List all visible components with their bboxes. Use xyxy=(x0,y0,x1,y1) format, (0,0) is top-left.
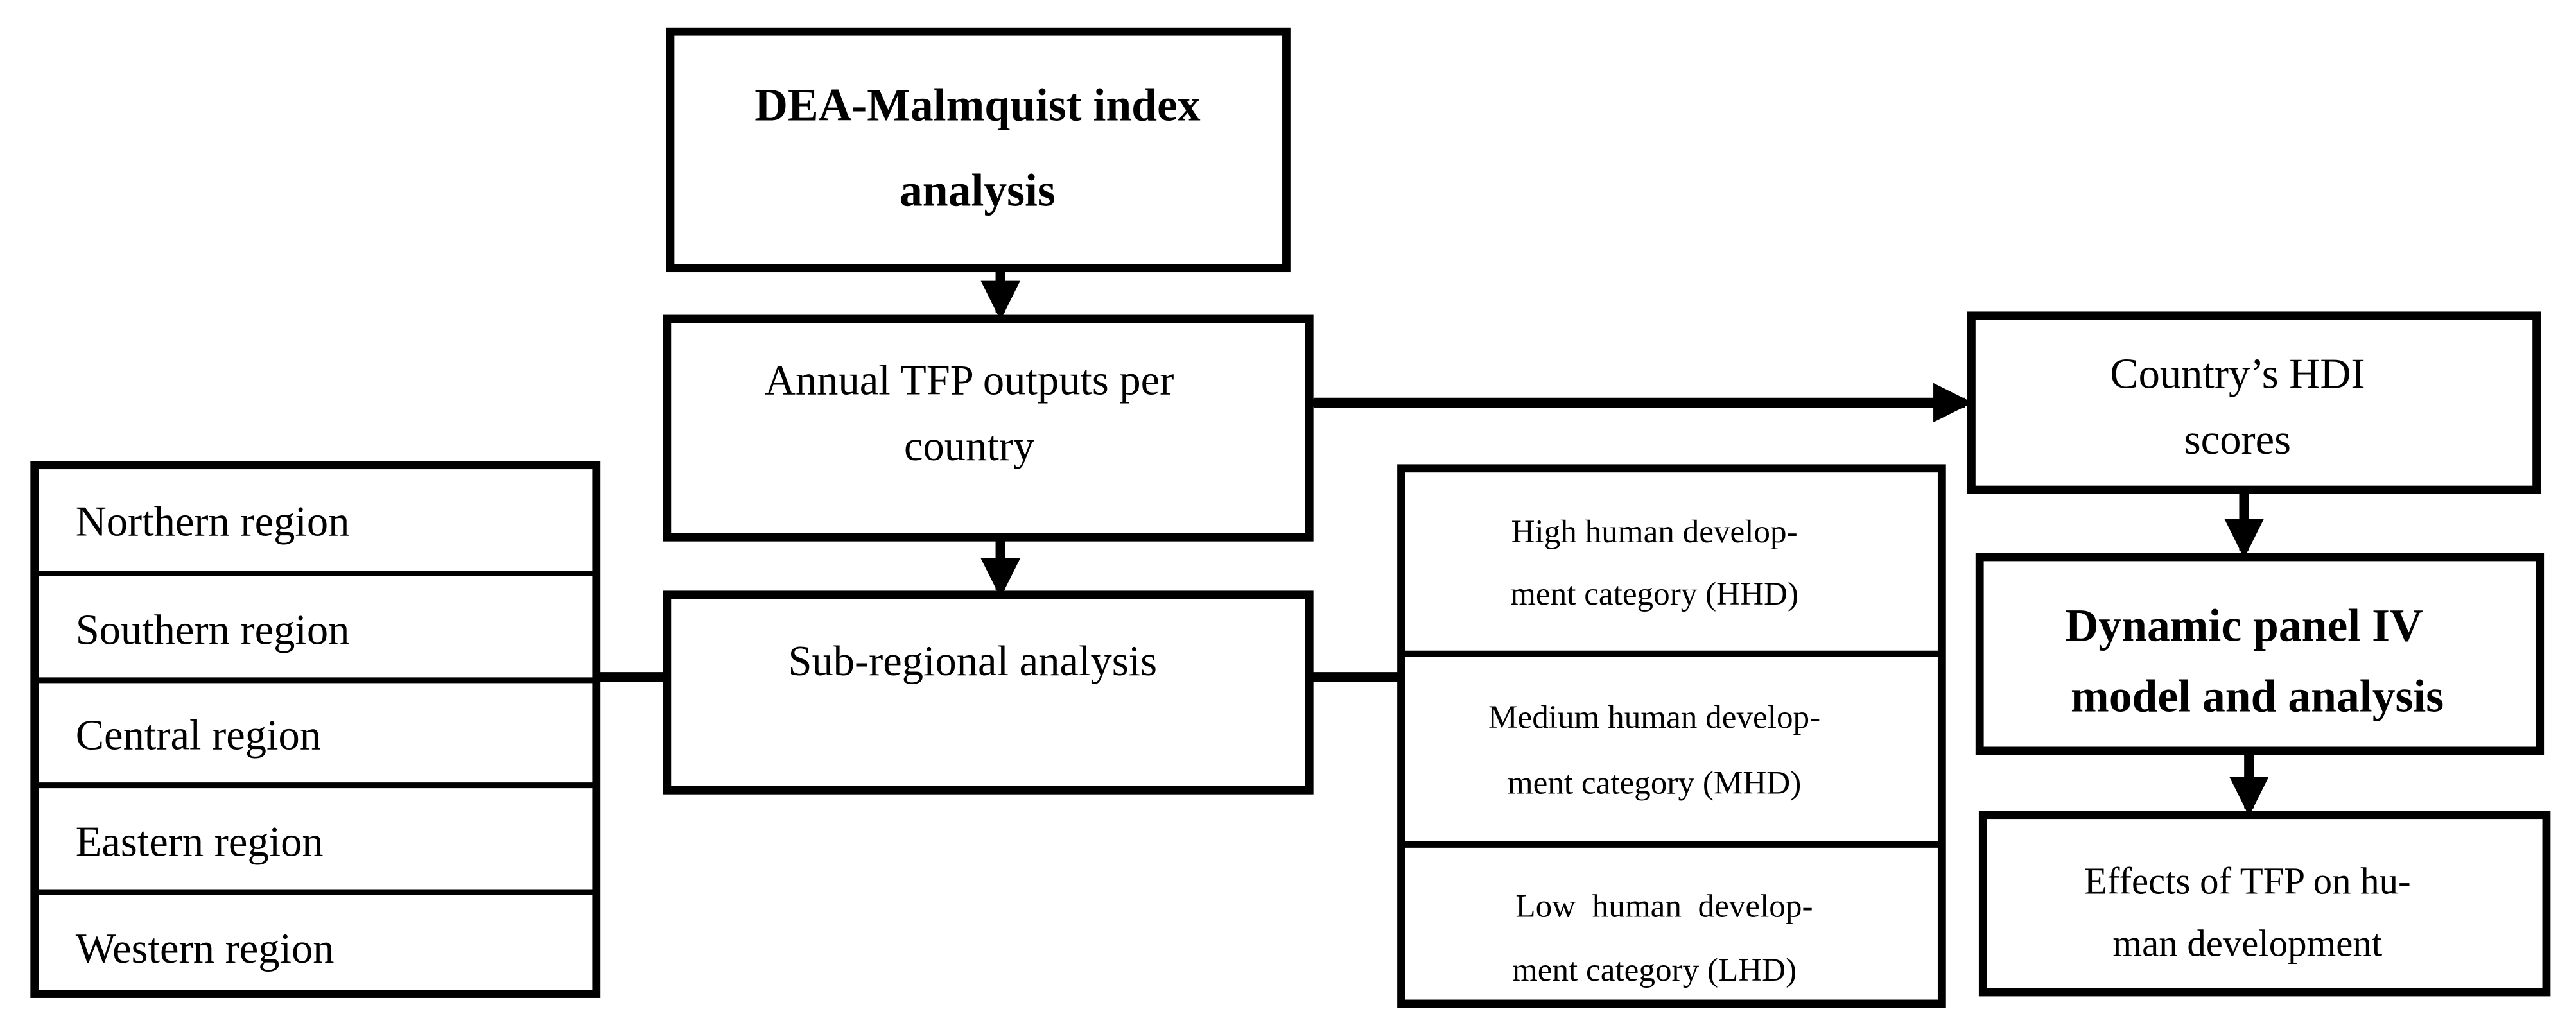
node-label: Sub-regional analysis xyxy=(788,638,1157,685)
region-item: Eastern region xyxy=(76,819,324,866)
node-subregional-analysis: Sub-regional analysis xyxy=(663,590,1314,795)
node-label: scores xyxy=(2184,417,2291,463)
category-label: Medium human develop- xyxy=(1488,699,1820,735)
category-label: Low human develop- xyxy=(1515,888,1813,924)
regions-list: Northern region Southern region Central … xyxy=(30,461,601,998)
category-label: ment category (LHD) xyxy=(1512,952,1797,988)
node-label: analysis xyxy=(900,165,1056,216)
node-dea-malmquist: DEA-Malmquist index analysis xyxy=(666,27,1291,273)
category-label: High human develop- xyxy=(1511,513,1798,550)
node-label: DEA-Malmquist index xyxy=(754,80,1201,130)
node-country-hdi: Country’s HDI scores xyxy=(1967,311,2541,494)
node-label: man development xyxy=(2112,923,2382,965)
node-effects: Effects of TFP on hu- man development xyxy=(1978,811,2551,997)
node-label: Dynamic panel IV xyxy=(2066,600,2423,651)
node-label: Annual TFP outputs per xyxy=(765,357,1174,404)
hdi-categories-list: High human develop- ment category (HHD) … xyxy=(1397,464,1946,1008)
region-item: Northern region xyxy=(76,499,350,546)
region-item: Western region xyxy=(76,925,335,972)
category-label: ment category (MHD) xyxy=(1508,764,1801,801)
node-label: country xyxy=(904,423,1034,470)
node-dynamic-panel: Dynamic panel IV model and analysis xyxy=(1975,553,2545,755)
node-label: model and analysis xyxy=(2071,671,2444,721)
node-annual-tfp: Annual TFP outputs per country xyxy=(663,314,1314,542)
region-item: Southern region xyxy=(76,607,350,654)
node-label: Effects of TFP on hu- xyxy=(2084,860,2411,902)
category-label: ment category (HHD) xyxy=(1510,576,1798,612)
region-item: Central region xyxy=(76,712,321,759)
node-label: Country’s HDI xyxy=(2110,350,2365,397)
